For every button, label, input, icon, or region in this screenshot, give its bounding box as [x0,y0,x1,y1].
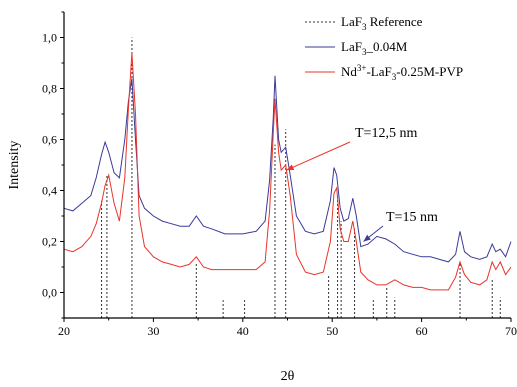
annotations: T=12,5 nm T=15 nm [286,126,438,242]
x-axis-label: 2θ [281,369,295,384]
y-axis-label: Intensity [7,141,22,190]
x-tick-label: 30 [147,324,159,338]
x-tick-label: 20 [58,324,70,338]
series-line-laf3-0-04m [63,75,512,263]
tick-labels: 20 30 40 50 60 70 0,0 0,2 0,4 0,6 0,8 1,0 [42,31,517,339]
annotation-arrow-head [286,164,295,171]
legend-entry: LaF3 Reference [341,14,423,32]
axes [60,11,512,322]
legend: LaF3 Reference LaF3_0.04M Nd3+-LaF3-0.25M-… [305,14,463,82]
annotation-label: T=15 nm [386,210,438,225]
y-tick-label: 0,0 [42,286,57,300]
y-tick-label: 0,2 [42,235,57,249]
x-tick-label: 50 [326,324,338,338]
annotation-label: T=12,5 nm [355,126,417,141]
legend-entry: Nd3+-LaF3-0.25M-PVP [341,63,463,82]
y-tick-label: 1,0 [42,31,57,45]
y-tick-label: 0,8 [42,82,57,96]
reference-lines [101,37,501,318]
y-tick-label: 0,4 [42,184,57,198]
annotation-arrow-line [286,141,351,171]
legend-entry: LaF3_0.04M [341,39,408,57]
annotation-arrow-head [363,234,371,242]
series-line-nd-laf3-pvp [63,52,512,291]
y-tick-label: 0,6 [42,133,57,147]
x-tick-label: 40 [237,324,249,338]
x-tick-label: 60 [416,324,428,338]
x-tick-label: 70 [505,324,517,338]
data-series [63,52,512,291]
